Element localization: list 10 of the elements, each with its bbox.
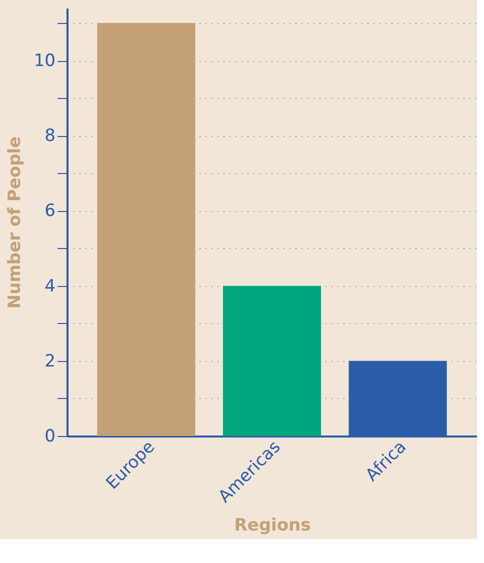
- y-tick-label: 2: [44, 351, 56, 372]
- y-axis-title: Number of People: [4, 136, 25, 309]
- bar: [222, 286, 322, 436]
- x-axis-title: Regions: [234, 516, 311, 536]
- y-tick-label: 8: [44, 126, 56, 146]
- y-tick-label: 6: [44, 201, 56, 222]
- y-tick-label: 10: [34, 51, 56, 72]
- y-tick-label: 0: [44, 426, 56, 446]
- bar: [97, 23, 196, 436]
- y-tick-label: 4: [44, 276, 56, 296]
